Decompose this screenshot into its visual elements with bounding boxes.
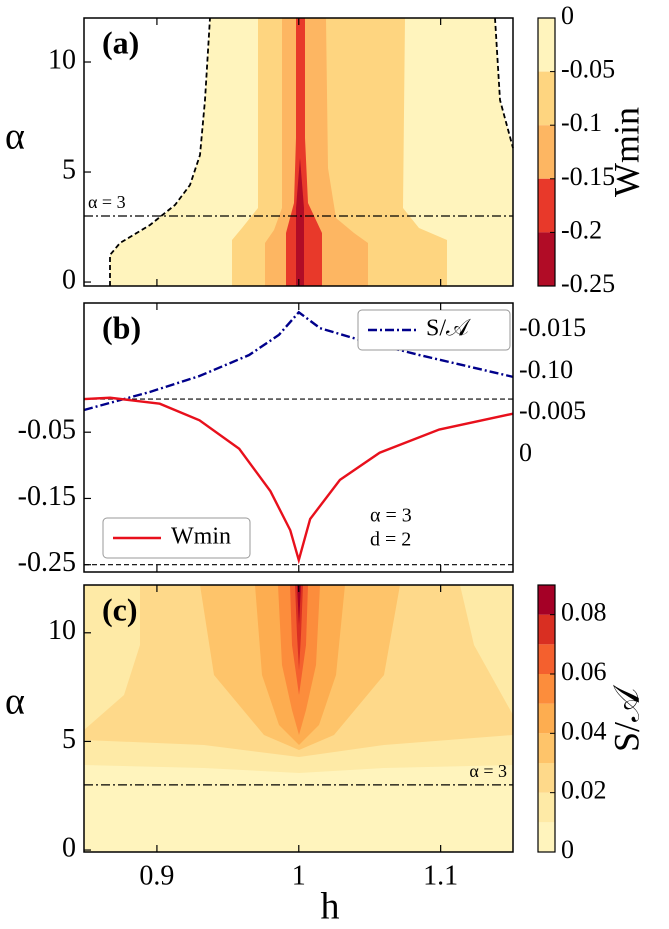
- colorbar-label: S/𝒜: [606, 684, 646, 752]
- colorbar-band: [538, 703, 555, 734]
- y-tick-label: -0.05: [18, 415, 76, 446]
- contour-band: [295, 585, 303, 670]
- y2-tick-label: 0: [519, 438, 532, 467]
- panel-title: (c): [102, 591, 138, 627]
- series-line: [83, 310, 514, 412]
- panel-title: (a): [102, 24, 139, 60]
- annotation: α = 3: [88, 192, 126, 212]
- y2-tick-label: -0.10: [519, 355, 573, 384]
- colorbar-band: [538, 71, 555, 126]
- contour-band: [296, 158, 304, 286]
- y-tick-label: -0.25: [18, 547, 76, 578]
- x-axis-label: h: [321, 886, 340, 928]
- legend-label: S/𝒜: [426, 316, 471, 342]
- x-tick-label: 1: [292, 860, 306, 891]
- x-tick-label: 1.1: [423, 860, 458, 891]
- series-line: [83, 396, 514, 565]
- colorbar-tick-label: 0: [561, 1, 574, 30]
- colorbar-band: [538, 733, 555, 763]
- colorbar-band: [538, 125, 555, 179]
- colorbar-tick-label: 0.04: [561, 716, 607, 745]
- colorbar-label: Wmin: [606, 107, 646, 197]
- colorbar-frame: [537, 17, 556, 287]
- y-tick-label: -0.15: [18, 481, 76, 512]
- plot-frame: [83, 17, 514, 287]
- y-tick-label: 10: [48, 44, 76, 75]
- colorbar-tick-label: -0.1: [561, 108, 602, 137]
- y-tick-label: 0: [62, 832, 76, 863]
- colorbar-band: [538, 763, 555, 793]
- y2-tick-label: -0.015: [519, 313, 586, 342]
- colorbar-tick-label: -0.2: [561, 215, 602, 244]
- annotation: α = 3: [469, 761, 507, 781]
- panel-title: (b): [102, 309, 141, 345]
- y-tick-label: 0: [62, 264, 76, 295]
- annotation: α = 3: [370, 505, 412, 527]
- colorbar-frame: [537, 584, 556, 853]
- legend-box: [357, 309, 511, 351]
- plot-frame: [83, 302, 514, 573]
- contour-band: [297, 585, 301, 625]
- annotation: d = 2: [370, 529, 411, 551]
- colorbar-band: [538, 614, 555, 645]
- y-axis-label: α: [5, 116, 25, 158]
- colorbar-tick-label: -0.05: [561, 55, 615, 84]
- y2-tick-label: -0.005: [519, 396, 586, 425]
- colorbar-tick-label: -0.15: [561, 162, 615, 191]
- colorbar-tick-label: -0.25: [561, 269, 615, 298]
- colorbar-band: [538, 822, 555, 852]
- colorbar-tick-label: 0.06: [561, 657, 607, 686]
- colorbar-band: [538, 674, 555, 704]
- colorbar-tick-label: 0: [561, 835, 574, 864]
- colorbar-band: [538, 232, 555, 286]
- legend-box: [102, 517, 251, 559]
- colorbar-band: [538, 585, 555, 615]
- legend-label: Wmin: [171, 524, 231, 550]
- y-axis-label: α: [5, 681, 25, 723]
- y-tick-label: 5: [62, 154, 76, 185]
- zero-boundary: [109, 17, 211, 286]
- colorbar-tick-label: 0.02: [561, 776, 607, 805]
- colorbar-band: [538, 178, 555, 233]
- colorbar-band: [538, 644, 555, 674]
- plot-frame: [83, 584, 514, 853]
- y-tick-label: 5: [62, 724, 76, 755]
- y-tick-label: 10: [48, 615, 76, 646]
- colorbar-band: [538, 792, 555, 823]
- x-tick-label: 0.9: [139, 860, 174, 891]
- contour-band: [286, 18, 322, 286]
- colorbar-tick-label: 0.08: [561, 598, 607, 627]
- colorbar-band: [538, 18, 555, 72]
- zero-boundary: [494, 17, 514, 149]
